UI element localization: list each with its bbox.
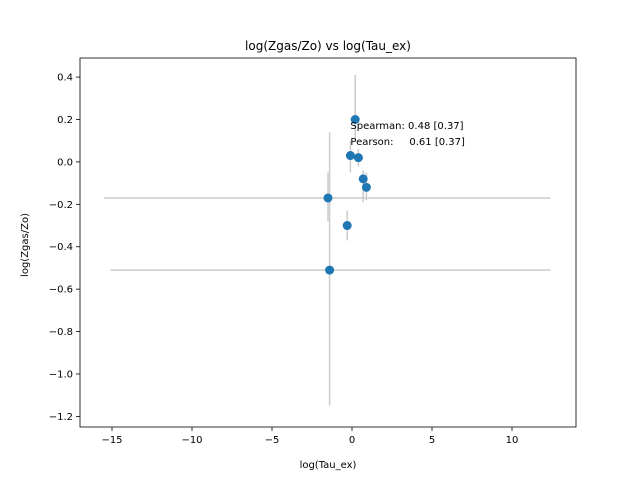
y-tick-label: −1.0 — [49, 369, 73, 380]
y-tick-label: −0.2 — [49, 200, 73, 211]
y-tick-label: 0.0 — [57, 157, 73, 168]
y-axis: −1.2 −1.0 −0.8 −0.6 −0.4 −0.2 0.0 0.2 0.4 — [49, 73, 80, 423]
y-axis-label: log(Zgas/Zo) — [20, 213, 31, 277]
annotations: Spearman: 0.48 [0.37] Pearson: 0.61 [0.3… — [350, 121, 465, 148]
y-tick-label: −1.2 — [49, 412, 73, 423]
data-point — [345, 151, 355, 161]
x-tick-label: −10 — [181, 435, 202, 446]
data-point — [353, 153, 363, 163]
data-point — [325, 265, 335, 275]
y-tick-label: 0.2 — [57, 115, 73, 126]
y-tick-label: −0.6 — [49, 285, 73, 296]
x-tick-label: 5 — [429, 435, 435, 446]
x-axis-label: log(Tau_ex) — [300, 460, 357, 471]
x-tick-label: −5 — [265, 435, 280, 446]
y-tick-label: 0.4 — [57, 73, 73, 84]
pearson-annotation: Pearson: 0.61 [0.37] — [350, 137, 465, 148]
spearman-annotation: Spearman: 0.48 [0.37] — [350, 121, 463, 132]
data-point — [361, 182, 371, 192]
x-tick-label: −15 — [101, 435, 122, 446]
x-axis: −15 −10 −5 0 5 10 — [101, 427, 518, 446]
plot-area-frame — [79, 57, 577, 428]
chart-title: log(Zgas/Zo) vs log(Tau_ex) — [245, 39, 411, 53]
data-point — [323, 193, 333, 203]
y-tick-label: −0.8 — [49, 327, 73, 338]
y-tick-label: −0.4 — [49, 242, 73, 253]
data-point — [358, 174, 368, 184]
data-points — [323, 115, 371, 275]
error-bars — [104, 74, 551, 406]
x-tick-label: 10 — [506, 435, 519, 446]
x-tick-label: 0 — [349, 435, 355, 446]
data-point — [350, 115, 360, 124]
data-point — [342, 221, 352, 231]
